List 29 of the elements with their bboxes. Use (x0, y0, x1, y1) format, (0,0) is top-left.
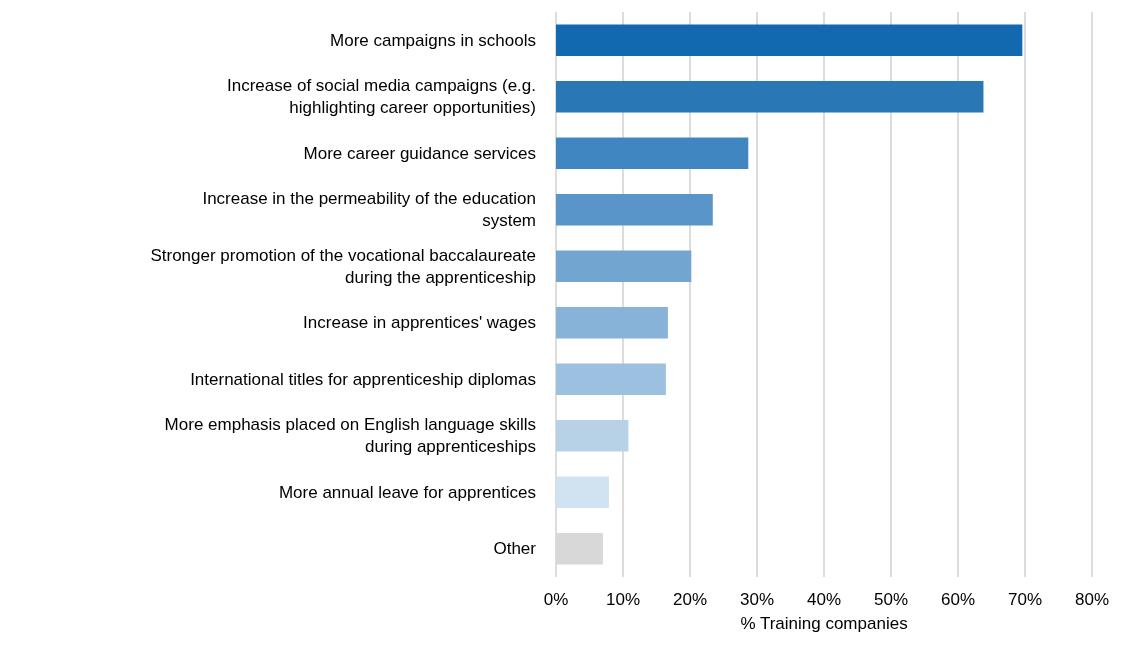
y-tick-label: Other (493, 539, 537, 559)
y-tick-label: Increase in apprentices' wages (303, 313, 536, 333)
bar (556, 80, 984, 113)
y-tick-label: More campaigns in schools (330, 30, 536, 50)
x-axis-title: % Training companies (740, 614, 908, 633)
y-tick-label: More career guidance services (303, 143, 536, 163)
bar (556, 24, 1023, 57)
x-tick-label: 30% (739, 590, 775, 609)
bar (556, 419, 629, 452)
x-tick-label: 70% (1007, 590, 1043, 609)
y-tick-label: Stronger promotion of the vocational baccalaureate during the apprenticeship (150, 245, 536, 287)
x-tick-label: 80% (1074, 590, 1110, 609)
y-tick-label: More annual leave for apprentices (278, 482, 536, 502)
bar (556, 250, 692, 283)
y-tick-label: International titles for apprenticeship diplomas (190, 369, 536, 389)
bar (556, 193, 713, 226)
y-tick-label: Increase in the permeability of the education system (202, 189, 536, 231)
x-tick-label: 20% (672, 590, 708, 609)
y-tick-label: More emphasis placed on English language skills during apprenticeships (164, 415, 536, 457)
bar (556, 476, 609, 509)
y-tick-label: Increase of social media campaigns (e.g. highlighting career opportunities) (227, 76, 536, 118)
bar (556, 306, 668, 339)
bar (556, 363, 666, 396)
x-tick-label: 40% (806, 590, 842, 609)
x-tick-label: 50% (873, 590, 909, 609)
x-tick-label: 10% (605, 590, 641, 609)
x-tick-label: 60% (940, 590, 976, 609)
bar (556, 137, 749, 170)
x-tick-label: 0% (543, 590, 569, 609)
